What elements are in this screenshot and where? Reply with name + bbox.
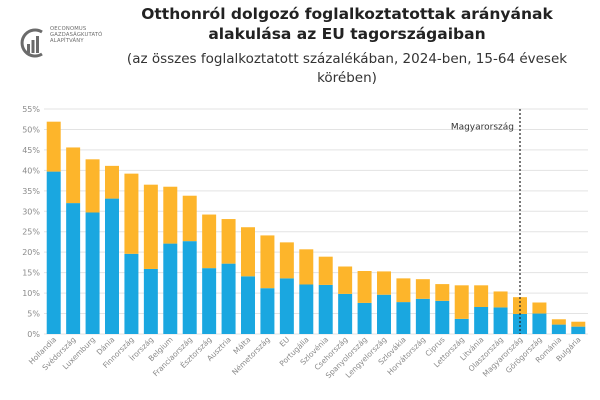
bar-segment	[318, 256, 333, 285]
y-tick-label: 55%	[22, 105, 40, 114]
chart-subtitle: (az összes foglalkoztatott százalékában,…	[126, 51, 568, 86]
logo-line: ALAPÍTVÁNY	[50, 38, 84, 44]
bar-segment	[435, 284, 450, 301]
y-tick-label: 15%	[22, 269, 40, 278]
bar-segment	[124, 173, 139, 254]
bar-segment	[85, 159, 100, 213]
bar-segment	[182, 195, 197, 242]
bar-segment	[435, 300, 450, 334]
bar-segment	[571, 326, 586, 334]
bar-segment	[551, 319, 566, 325]
bar-segment	[182, 241, 197, 334]
bar-segment	[279, 242, 294, 279]
bar-segment	[454, 318, 469, 334]
bar-segment	[202, 214, 217, 269]
bar-segment	[143, 184, 158, 269]
bar-segment	[415, 279, 430, 299]
bar-segment	[46, 171, 61, 334]
bar-segment	[66, 203, 81, 334]
bar-segment	[66, 147, 81, 204]
bar-segment	[279, 278, 294, 334]
bar-segment	[241, 227, 255, 277]
bar-segment	[299, 284, 314, 334]
bar-segment	[260, 235, 275, 289]
bar-segment	[163, 186, 178, 244]
logo-line: GAZDASÁGKUTATÓ	[50, 32, 103, 38]
bar-segment	[163, 243, 178, 334]
bar-segment	[318, 284, 333, 334]
bar-segment	[396, 302, 411, 334]
bar-segment	[396, 278, 411, 303]
y-tick-label: 25%	[22, 228, 40, 237]
logo-text: OECONOMUS GAZDASÁGKUTATÓ ALAPÍTVÁNY	[50, 26, 102, 44]
bar-segment	[124, 253, 139, 334]
bar-segment	[105, 165, 119, 199]
logo-line: OECONOMUS	[50, 26, 87, 32]
y-tick-label: 10%	[22, 289, 40, 298]
bar-segment	[46, 121, 61, 172]
x-tick-label: EU	[278, 335, 292, 349]
y-tick-label: 40%	[22, 166, 40, 175]
bar-segment	[571, 321, 586, 327]
bar-segment	[357, 302, 372, 334]
bar-segment	[474, 285, 489, 307]
bar-segment	[260, 288, 275, 334]
bar-segment	[415, 298, 430, 334]
bar-segment	[221, 219, 236, 264]
y-tick-label: 20%	[22, 248, 40, 257]
bar-segment	[241, 276, 255, 334]
bar-segment	[551, 324, 566, 334]
bar-segment	[357, 271, 372, 303]
highlight-annotation: Magyarország	[451, 122, 514, 132]
bar-segment	[143, 268, 158, 334]
bar-segment	[513, 313, 527, 334]
bar-segment	[338, 266, 353, 294]
bar-segment	[221, 263, 236, 334]
bar-segment	[338, 293, 353, 334]
bar-segment	[454, 285, 469, 319]
bar-segment	[377, 271, 391, 295]
bar-segment	[493, 291, 508, 308]
bar-segment	[474, 307, 489, 334]
bar-segment	[105, 198, 119, 334]
bar-segment	[299, 249, 314, 285]
bar-segment	[202, 268, 217, 334]
y-tick-label: 45%	[22, 146, 40, 155]
y-tick-label: 50%	[22, 125, 40, 134]
chart-title: Otthonról dolgozó foglalkoztatottak arán…	[141, 5, 553, 43]
y-tick-label: 5%	[27, 310, 40, 319]
bar-segment	[377, 294, 391, 334]
bar-segment	[532, 302, 547, 314]
bar-segment	[532, 313, 547, 334]
y-tick-label: 35%	[22, 187, 40, 196]
logo: OECONOMUS GAZDASÁGKUTATÓ ALAPÍTVÁNY	[18, 26, 108, 66]
bar-segment	[85, 212, 100, 334]
bar-segment	[493, 307, 508, 334]
y-tick-label: 30%	[22, 207, 40, 216]
logo-icon	[20, 28, 43, 58]
y-tick-label: 0%	[27, 330, 40, 339]
